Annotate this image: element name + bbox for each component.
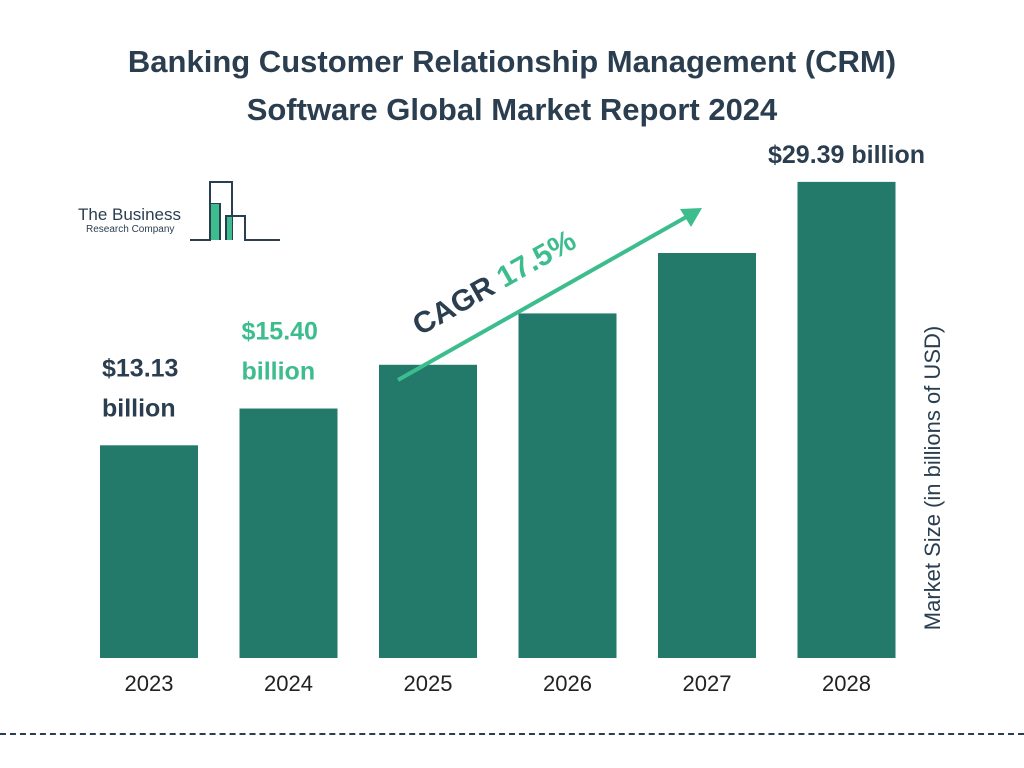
x-tick-label-2023: 2023: [125, 671, 174, 696]
x-tick-label-2028: 2028: [822, 671, 871, 696]
cagr-arrow-head: [680, 208, 702, 227]
data-label-2024: $15.40 billion: [242, 318, 318, 386]
chart-title: Banking Customer Relationship Management…: [0, 38, 1024, 134]
cagr-label-text: CAGR: [407, 266, 507, 342]
company-logo: The Business Research Company: [78, 180, 283, 245]
data-label-line: $29.39 billion: [768, 141, 925, 169]
chart-title-line-1: Banking Customer Relationship Management…: [127, 44, 897, 79]
data-label-2023: $13.13 billion: [102, 354, 178, 422]
chart-title-line-2: Software Global Market Report 2024: [246, 92, 778, 127]
cagr-arrow-line: [397, 214, 689, 382]
logo-bars-icon: [190, 181, 280, 241]
bar-2023: [100, 445, 198, 658]
data-label-line: $15.40: [242, 318, 318, 346]
data-label-line: billion: [102, 394, 176, 422]
bottom-divider: [0, 733, 1024, 735]
data-label-line: billion: [242, 358, 316, 386]
bar-2026: [518, 313, 617, 658]
logo-text-line-1: The Business: [78, 205, 181, 224]
x-tick-label-2027: 2027: [683, 671, 732, 696]
x-tick-label-2025: 2025: [404, 671, 453, 696]
x-tick-label-2024: 2024: [264, 671, 313, 696]
y-axis-label: Market Size (in billions of USD): [920, 326, 945, 630]
data-label-2028: $29.39 billion: [768, 141, 925, 169]
bar-2027: [658, 253, 756, 658]
logo-text-line-2: Research Company: [86, 224, 175, 235]
bar-2024: [239, 408, 338, 658]
x-tick-label-2026: 2026: [543, 671, 592, 696]
bar-2025: [379, 364, 477, 658]
data-label-line: $13.13: [102, 354, 178, 382]
bar-2028: [797, 181, 896, 658]
